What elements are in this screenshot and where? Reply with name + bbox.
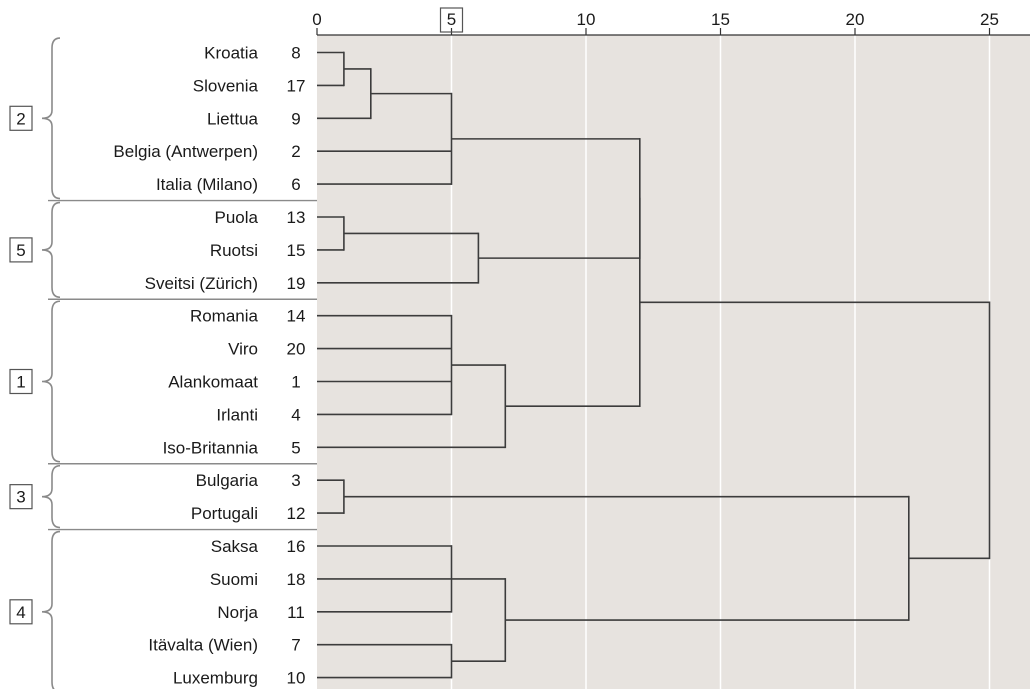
- leaf-id: 16: [287, 537, 306, 556]
- tick-label-10: 10: [577, 10, 596, 29]
- leaf-label: Belgia (Antwerpen): [113, 142, 258, 161]
- dendrogram-branches: [317, 51, 991, 679]
- group-label: 2: [16, 109, 25, 128]
- leaf-label: Luxemburg: [173, 669, 258, 688]
- leaf-id: 8: [291, 44, 300, 63]
- leaf-id: 19: [287, 274, 306, 293]
- leaf-label: Kroatia: [204, 44, 258, 63]
- leaf-label: Italia (Milano): [156, 175, 258, 194]
- group-brace: [41, 530, 61, 689]
- highlighted-tick-box: [439, 7, 464, 33]
- group-brace: [41, 37, 61, 200]
- leaf-label: Bulgaria: [196, 471, 259, 490]
- leaf-label: Suomi: [210, 570, 258, 589]
- leaf-id: 11: [287, 603, 305, 622]
- leaf-id: 17: [287, 76, 306, 95]
- group-label-box: [9, 599, 33, 625]
- x-axis-ticks: 0 5 10 15 20 25: [312, 7, 1030, 36]
- group-brace: [41, 300, 61, 463]
- leaf-id: 1: [291, 373, 300, 392]
- plot-background: [317, 35, 1030, 689]
- leaf-label: Slovenia: [193, 76, 259, 95]
- leaf-id: 20: [287, 340, 306, 359]
- leaf-label: Liettua: [207, 109, 259, 128]
- leaf-id: 3: [291, 471, 300, 490]
- leaf-id: 5: [291, 438, 300, 457]
- leaf-label: Ruotsi: [210, 241, 258, 260]
- group-label: 5: [16, 241, 25, 260]
- group-label-box: [9, 484, 33, 510]
- leaf-label: Portugali: [191, 504, 258, 523]
- leaf-id: 18: [287, 570, 306, 589]
- plot-area: [317, 35, 1030, 689]
- tick-label-0: 0: [312, 10, 321, 29]
- leaf-id: 15: [287, 241, 306, 260]
- group-label-box: [9, 368, 33, 395]
- leaf-label: Iso-Britannia: [163, 438, 259, 457]
- leaf-id: 6: [291, 175, 300, 194]
- leaf-id: 14: [287, 307, 306, 326]
- leaf-id: 7: [291, 636, 300, 655]
- tick-label-15: 15: [711, 10, 730, 29]
- group-label: 3: [16, 488, 25, 507]
- tick-label-20: 20: [846, 10, 865, 29]
- tick-label-25: 25: [980, 10, 999, 29]
- group-label: 1: [16, 373, 25, 392]
- leaf-id: 13: [287, 208, 306, 227]
- leaf-id: 4: [291, 405, 300, 424]
- leaf-label: Saksa: [211, 537, 259, 556]
- leaf-label: Viro: [228, 340, 258, 359]
- group-label-box: [9, 105, 33, 131]
- leaf-label: Romania: [190, 307, 259, 326]
- leaf-label: Norja: [217, 603, 258, 622]
- tick-label-5: 5: [447, 10, 456, 29]
- group-label-box: [9, 237, 33, 263]
- leaf-label: Itävalta (Wien): [148, 636, 258, 655]
- group-brace: [41, 464, 61, 529]
- group-label: 4: [16, 603, 25, 622]
- leaf-id: 9: [291, 109, 300, 128]
- leaf-id: 12: [287, 504, 306, 523]
- leaf-id: 2: [291, 142, 300, 161]
- group-brace: [41, 201, 61, 299]
- leaf-label: Irlanti: [216, 405, 258, 424]
- leaf-label: Puola: [215, 208, 259, 227]
- leaf-label: Alankomaat: [168, 373, 258, 392]
- leaf-label: Sveitsi (Zürich): [145, 274, 258, 293]
- leaf-id: 10: [287, 669, 306, 688]
